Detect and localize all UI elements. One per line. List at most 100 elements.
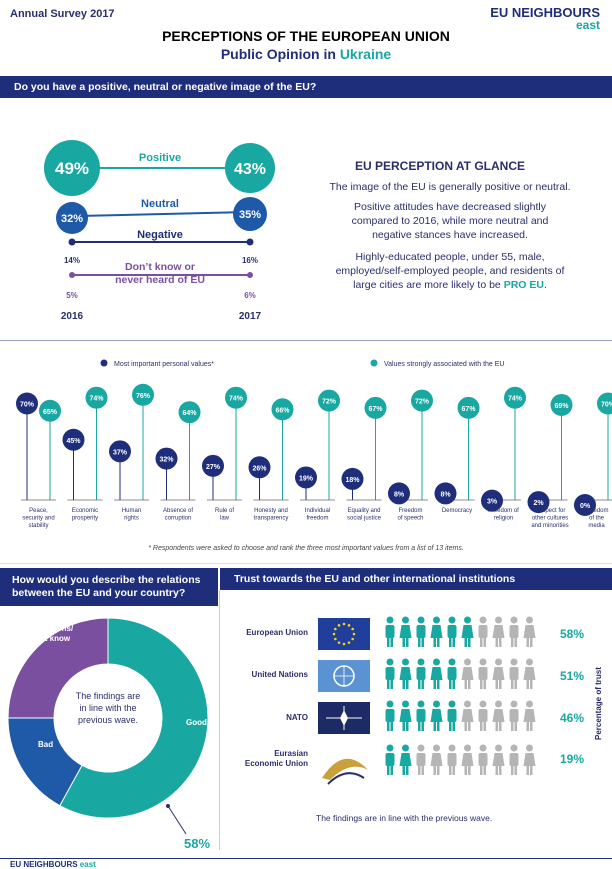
dontknow-dot-2017 bbox=[247, 272, 253, 278]
value-category-label: Freedom bbox=[398, 508, 422, 514]
dontknow-label-line2: never heard of EU bbox=[115, 274, 205, 286]
positive-2017-value: 43% bbox=[234, 161, 266, 178]
brand-logo: EU NEIGHBOURS east bbox=[490, 6, 600, 32]
value-category-label: Individual bbox=[305, 508, 330, 514]
figure-head bbox=[417, 744, 425, 752]
figure-leg bbox=[514, 637, 517, 647]
personal-value-dot bbox=[155, 447, 178, 470]
figure-leg bbox=[495, 679, 498, 689]
value-category-label: of speech bbox=[397, 516, 423, 522]
figure-leg bbox=[402, 765, 405, 775]
positive-circle-2017 bbox=[225, 143, 275, 193]
eu-value-label: 66% bbox=[275, 407, 290, 414]
eu-value-label: 74% bbox=[508, 396, 523, 403]
donut-label-nr-line2: don’t know bbox=[27, 634, 71, 643]
eu-star bbox=[332, 632, 336, 636]
figure-leg bbox=[387, 721, 390, 731]
trust-figure-filled bbox=[447, 616, 457, 647]
figure-leg bbox=[480, 721, 483, 731]
eu-value-label: 74% bbox=[229, 396, 244, 403]
figure-leg bbox=[449, 721, 452, 731]
figure-leg bbox=[468, 721, 471, 731]
un-emblem bbox=[333, 665, 355, 687]
figure-leg bbox=[390, 721, 393, 731]
eu-value-dot bbox=[364, 396, 387, 419]
trust-figure-filled bbox=[399, 700, 412, 731]
figure-leg bbox=[406, 721, 409, 731]
figure-body bbox=[461, 753, 474, 766]
eu-star bbox=[347, 641, 351, 644]
value-category-label: stability bbox=[28, 523, 48, 529]
negative-dot-2016 bbox=[68, 238, 76, 246]
trust-figure-filled bbox=[416, 700, 426, 731]
figure-head bbox=[464, 658, 471, 666]
figure-head bbox=[510, 744, 518, 752]
nato-flag-icon bbox=[318, 702, 370, 734]
personal-value-dot bbox=[202, 454, 224, 477]
eu-value-dot bbox=[457, 396, 480, 419]
eu-value-dot bbox=[504, 386, 526, 409]
figure-leg bbox=[526, 765, 529, 775]
eu-value-label: 76% bbox=[136, 393, 151, 400]
figure-leg bbox=[449, 637, 452, 647]
eu-star bbox=[351, 637, 354, 641]
figure-leg bbox=[421, 637, 424, 647]
eu-value-dot bbox=[225, 386, 247, 409]
figure-leg bbox=[387, 637, 390, 647]
trust-figure-empty bbox=[478, 700, 488, 731]
trust-figure-empty bbox=[523, 744, 536, 775]
eu-star bbox=[352, 632, 356, 636]
trust-figure-filled bbox=[430, 658, 443, 689]
donut-marks-group bbox=[7, 617, 209, 835]
figure-body bbox=[478, 753, 488, 766]
trust-figure-filled bbox=[399, 744, 412, 775]
trust-figure-empty bbox=[492, 744, 505, 775]
nato-compass bbox=[340, 710, 348, 726]
trust-figure-empty bbox=[478, 744, 488, 775]
figure-head bbox=[386, 744, 394, 752]
figure-leg bbox=[437, 637, 440, 647]
trust-figure-empty bbox=[492, 616, 505, 647]
figure-leg bbox=[421, 679, 424, 689]
eu-value-label: 65% bbox=[43, 409, 58, 416]
figure-body bbox=[447, 625, 457, 638]
figure-leg bbox=[526, 679, 529, 689]
trust-figure-empty bbox=[478, 616, 488, 647]
dontknow-2016-value: 5% bbox=[66, 291, 78, 300]
figure-body bbox=[492, 709, 505, 722]
figure-leg bbox=[514, 679, 517, 689]
figure-head bbox=[495, 744, 502, 752]
trust-axis-label: Percentage of trust bbox=[594, 667, 603, 740]
personal-value-label: 37% bbox=[113, 449, 128, 456]
glance-paragraph-1: The image of the EU is generally positiv… bbox=[329, 181, 571, 193]
eu-value-dot bbox=[85, 386, 108, 409]
figure-leg bbox=[530, 765, 533, 775]
figure-leg bbox=[511, 679, 514, 689]
figure-leg bbox=[464, 765, 467, 775]
trust-pct-un: 51% bbox=[560, 669, 585, 683]
donut-center-line3: previous wave. bbox=[77, 715, 139, 725]
eu-value-label: 70% bbox=[601, 402, 612, 409]
figure-body bbox=[430, 667, 443, 680]
figure-leg bbox=[418, 765, 421, 775]
figure-head bbox=[417, 658, 425, 666]
figure-leg bbox=[526, 721, 529, 731]
figure-leg bbox=[406, 765, 409, 775]
figure-body bbox=[509, 667, 519, 680]
eu-flag-stars bbox=[332, 622, 356, 646]
donut-label-bad: Bad bbox=[38, 740, 54, 749]
figure-head bbox=[526, 700, 533, 708]
trust-figure-empty bbox=[523, 616, 536, 647]
value-category-label: Rule of bbox=[215, 508, 234, 514]
figure-leg bbox=[514, 721, 517, 731]
personal-value-dot bbox=[481, 489, 503, 512]
eu-value-dot bbox=[132, 383, 154, 406]
value-category-label: Human bbox=[122, 508, 141, 514]
eeu-emblem-arc bbox=[327, 772, 365, 785]
figure-body bbox=[385, 625, 395, 638]
figure-head bbox=[386, 658, 394, 666]
trust-title-bar: Trust towards the EU and other internati… bbox=[220, 568, 612, 590]
eu-value-dot bbox=[271, 398, 294, 421]
neutral-2016-value: 32% bbox=[61, 213, 83, 225]
